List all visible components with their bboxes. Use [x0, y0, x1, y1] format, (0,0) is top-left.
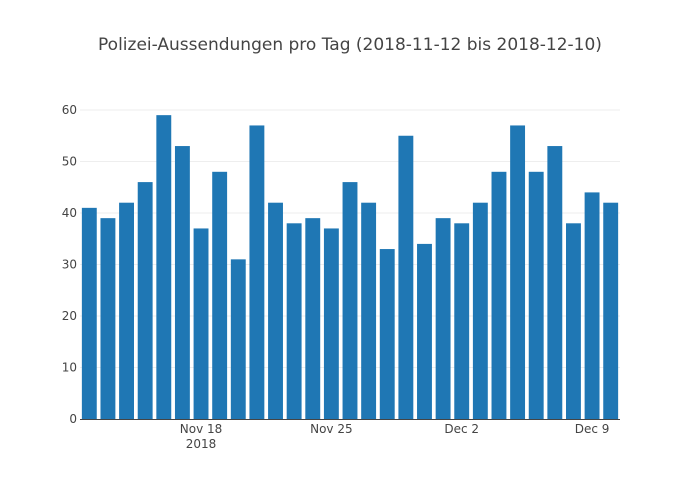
bar[interactable]: [417, 243, 432, 419]
y-tick-label: 60: [62, 103, 77, 117]
bar[interactable]: [230, 259, 246, 419]
bar[interactable]: [137, 182, 153, 419]
y-tick-label: 20: [62, 309, 77, 323]
bar[interactable]: [212, 171, 228, 419]
x-tick-label: Dec 9: [575, 422, 610, 436]
bar[interactable]: [510, 125, 526, 419]
bar[interactable]: [286, 223, 302, 419]
bar[interactable]: [305, 218, 321, 419]
y-tick-label: 40: [62, 206, 77, 220]
bar[interactable]: [547, 146, 563, 420]
x-tick-label: Nov 18: [180, 422, 223, 436]
bar[interactable]: [193, 228, 209, 419]
bar[interactable]: [379, 249, 395, 419]
bar[interactable]: [100, 218, 116, 419]
y-axis: 0 10 20 30 40 50 60: [62, 103, 77, 426]
bar[interactable]: [528, 171, 544, 419]
y-tick-label: 30: [62, 258, 77, 272]
y-tick-label: 10: [62, 361, 77, 375]
bar[interactable]: [566, 223, 581, 419]
bar[interactable]: [398, 135, 414, 419]
bar[interactable]: [174, 146, 190, 420]
y-tick-label: 50: [62, 155, 77, 169]
bar[interactable]: [491, 171, 507, 419]
bar[interactable]: [342, 182, 358, 419]
bar[interactable]: [472, 202, 488, 419]
bar[interactable]: [249, 125, 265, 419]
bar[interactable]: [361, 202, 377, 419]
bar[interactable]: [268, 202, 283, 419]
x-tick-sublabel: 2018: [186, 437, 217, 451]
chart-title: Polizei-Aussendungen pro Tag (2018-11-12…: [98, 35, 602, 55]
bar[interactable]: [603, 202, 619, 419]
bar[interactable]: [323, 228, 339, 419]
bar[interactable]: [454, 223, 470, 419]
bar[interactable]: [584, 192, 600, 419]
y-tick-label: 0: [69, 412, 77, 426]
bar[interactable]: [119, 202, 134, 419]
x-tick-label: Dec 2: [444, 422, 479, 436]
bar[interactable]: [435, 218, 451, 419]
bars: [81, 115, 619, 420]
bar[interactable]: [156, 115, 172, 420]
x-tick-label: Nov 25: [310, 422, 353, 436]
bar[interactable]: [81, 207, 97, 419]
